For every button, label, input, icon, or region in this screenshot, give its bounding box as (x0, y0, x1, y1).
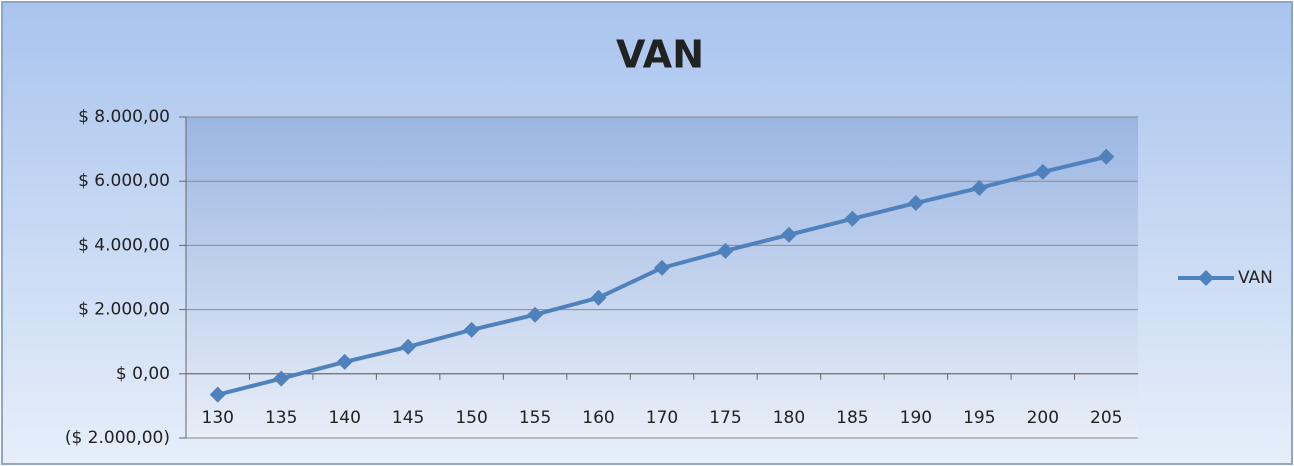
marker (907, 195, 924, 212)
marker (844, 210, 861, 227)
marker (1098, 148, 1115, 165)
y-tick-label: $ 0,00 (116, 364, 170, 384)
x-tick-label: 145 (392, 408, 424, 428)
x-tick-label: 160 (582, 408, 614, 428)
x-tick-label: 150 (455, 408, 487, 428)
x-tick-label: 185 (836, 408, 868, 428)
x-tick-label: 135 (265, 408, 297, 428)
x-tick-label: 200 (1027, 408, 1059, 428)
x-tick-label: 190 (900, 408, 932, 428)
marker (1034, 163, 1051, 180)
x-tick-label: 170 (646, 408, 678, 428)
x-tick-label: 140 (328, 408, 360, 428)
marker (463, 321, 480, 338)
plot-area (186, 117, 1138, 438)
y-tick-label: $ 8.000,00 (78, 107, 170, 127)
chart-title: VAN (616, 33, 704, 77)
marker (780, 226, 797, 243)
y-tick-label: ($ 2.000,00) (65, 428, 170, 448)
marker (527, 306, 544, 323)
marker (590, 289, 607, 306)
x-tick-label: 180 (773, 408, 805, 428)
y-tick-label: $ 2.000,00 (78, 300, 170, 320)
x-tick-label: 155 (519, 408, 551, 428)
y-tick-label: $ 6.000,00 (78, 171, 170, 191)
x-tick-label: 130 (202, 408, 234, 428)
legend-marker (1198, 270, 1214, 286)
marker (209, 386, 226, 403)
marker (654, 259, 670, 276)
marker (400, 338, 417, 355)
x-tick-label: 175 (709, 408, 741, 428)
marker (336, 353, 353, 370)
x-tick-label: 205 (1090, 408, 1122, 428)
marker (717, 242, 734, 259)
y-tick-label: $ 4.000,00 (78, 235, 170, 255)
marker (971, 179, 988, 196)
x-tick-label: 195 (963, 408, 995, 428)
legend-label: VAN (1238, 268, 1273, 288)
marker (273, 370, 290, 387)
